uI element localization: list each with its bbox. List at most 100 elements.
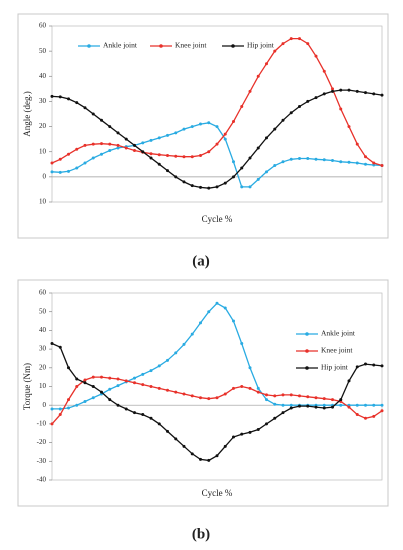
point	[306, 157, 310, 161]
point	[322, 406, 326, 410]
point	[83, 106, 87, 110]
y-tick-label: 50	[39, 307, 47, 315]
point	[223, 132, 227, 136]
point	[174, 351, 178, 355]
point	[157, 422, 161, 426]
point	[174, 131, 178, 135]
panel-frame	[17, 13, 389, 239]
point	[91, 142, 95, 146]
point	[331, 405, 334, 409]
legend-label: Ankle joint	[103, 41, 138, 50]
point	[124, 379, 128, 383]
point	[265, 62, 268, 66]
point	[199, 457, 202, 461]
point	[240, 432, 244, 436]
point	[273, 402, 277, 406]
point	[190, 452, 194, 456]
legend-label: Hip joint	[321, 363, 349, 372]
point	[215, 396, 219, 400]
plot-frame	[51, 292, 383, 481]
point	[248, 185, 252, 189]
y-tick-label: -30	[37, 457, 47, 465]
point	[265, 398, 268, 402]
point	[67, 169, 70, 173]
legend-marker	[87, 44, 91, 48]
point	[50, 422, 54, 426]
legend-label: Knee joint	[175, 41, 207, 50]
point	[157, 162, 161, 166]
point	[240, 104, 244, 108]
point	[215, 301, 219, 305]
point	[281, 393, 285, 397]
point	[124, 137, 128, 141]
point	[83, 381, 87, 385]
point	[157, 386, 161, 390]
point	[331, 87, 334, 91]
point	[116, 377, 120, 381]
point	[380, 409, 384, 413]
point	[265, 170, 268, 174]
point	[166, 133, 169, 137]
y-tick-label: 20	[39, 122, 47, 130]
point	[306, 42, 310, 46]
point	[67, 366, 70, 370]
point	[174, 154, 178, 158]
point	[281, 403, 285, 407]
point	[116, 403, 120, 407]
point	[372, 403, 376, 407]
point	[240, 385, 244, 388]
legend-label: Hip joint	[247, 41, 275, 50]
point	[322, 69, 326, 73]
point	[355, 89, 359, 93]
point	[380, 93, 384, 97]
point	[50, 341, 54, 345]
point	[306, 404, 310, 408]
point	[174, 390, 178, 394]
point	[75, 377, 79, 381]
panel-label: (b)	[192, 526, 210, 542]
point	[364, 91, 367, 95]
y-tick-label: -10	[37, 420, 47, 428]
point	[372, 161, 376, 165]
point	[355, 365, 359, 369]
point	[372, 414, 376, 418]
point	[50, 94, 54, 98]
y-axis-label: Torque (Nm)	[22, 363, 32, 410]
point	[281, 42, 285, 46]
point	[322, 397, 326, 401]
point	[100, 390, 103, 394]
point	[50, 407, 54, 411]
point	[133, 376, 136, 380]
point	[50, 170, 54, 174]
point	[199, 396, 202, 400]
point	[256, 386, 260, 390]
point	[256, 177, 260, 181]
point	[207, 121, 211, 125]
point	[232, 386, 235, 390]
point	[273, 394, 277, 398]
point	[133, 411, 136, 415]
point	[339, 160, 343, 164]
point	[141, 150, 145, 154]
point	[67, 97, 70, 101]
point	[108, 376, 112, 380]
point	[322, 92, 326, 96]
point	[149, 416, 153, 420]
point	[314, 96, 318, 100]
point	[207, 186, 211, 190]
point	[83, 378, 87, 382]
point	[331, 89, 334, 93]
point	[273, 127, 277, 131]
point	[322, 403, 326, 407]
y-tick-label: 50	[39, 47, 47, 55]
point	[91, 375, 95, 379]
point	[190, 125, 194, 129]
point	[116, 131, 120, 135]
point	[149, 385, 153, 388]
point	[75, 101, 79, 105]
point	[265, 393, 268, 397]
point	[347, 88, 351, 92]
point	[339, 88, 343, 92]
point	[265, 136, 268, 140]
point	[281, 411, 285, 415]
